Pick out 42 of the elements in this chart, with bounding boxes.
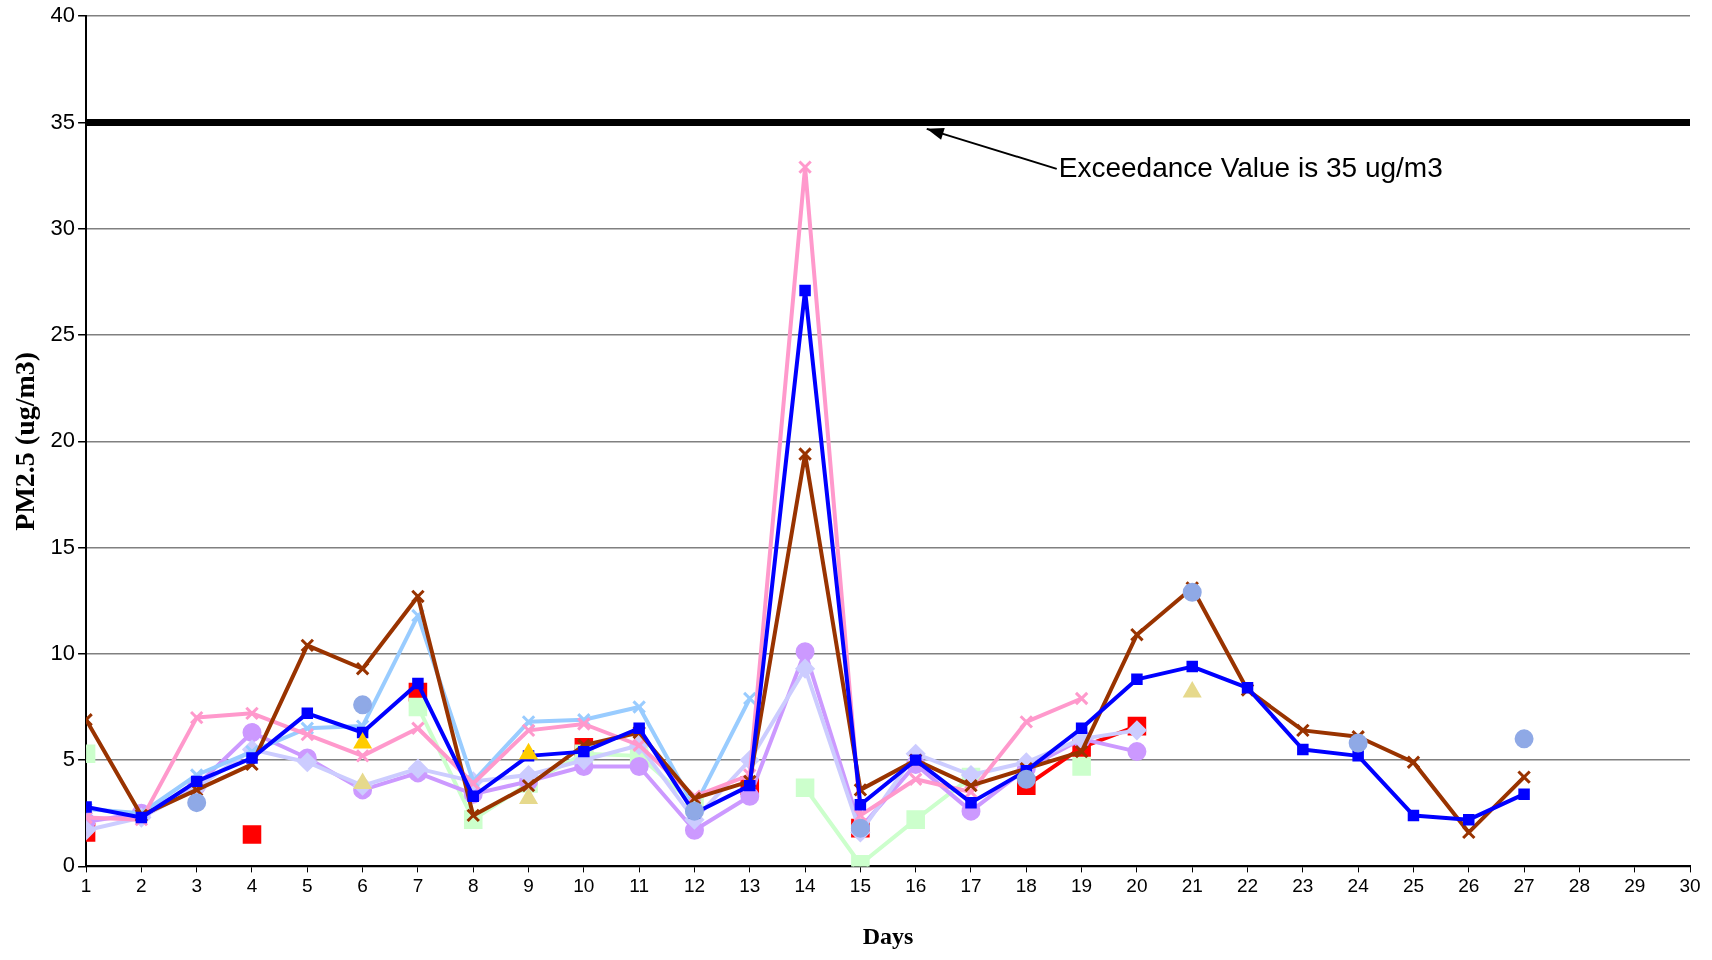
x-tick-label: 6 xyxy=(357,875,368,897)
y-axis-title: PM2.5 (ug/m3) xyxy=(9,351,41,531)
x-tick-label: 5 xyxy=(302,875,313,897)
x-tick-label: 9 xyxy=(523,875,534,897)
y-tick-label: 40 xyxy=(50,2,76,28)
x-tick-label: 16 xyxy=(905,875,927,897)
x-tick-label: 26 xyxy=(1458,875,1480,897)
x-tick-label: 4 xyxy=(246,875,258,897)
x-tick-label: 23 xyxy=(1292,875,1314,897)
x-tick-label: 30 xyxy=(1679,875,1701,897)
y-tick-label: 20 xyxy=(50,427,76,453)
x-tick-label: 7 xyxy=(412,875,424,897)
x-tick-label: 15 xyxy=(849,875,871,897)
x-tick-label: 28 xyxy=(1568,875,1590,897)
x-tick-label: 19 xyxy=(1071,875,1093,897)
y-tick-label: 5 xyxy=(62,746,76,772)
x-tick-label: 21 xyxy=(1181,875,1203,897)
y-tick-label: 35 xyxy=(50,108,76,134)
x-tick-label: 22 xyxy=(1236,875,1259,897)
x-tick-label: 17 xyxy=(960,875,982,897)
x-tick-label: 11 xyxy=(629,875,650,897)
x-tick-label: 12 xyxy=(683,875,706,897)
x-tick-label: 2 xyxy=(136,875,147,897)
x-tick-label: 25 xyxy=(1402,875,1425,897)
x-axis-title: Days xyxy=(862,922,914,949)
y-tick-label: 15 xyxy=(50,533,76,559)
x-tick-label: 24 xyxy=(1347,875,1370,897)
x-tick-label: 29 xyxy=(1624,875,1646,897)
annotation: Exceedance Value is 35 ug/m3 xyxy=(1058,151,1443,183)
x-tick-label: 13 xyxy=(739,875,761,897)
y-tick-label: 0 xyxy=(62,852,76,878)
x-tick-label: 27 xyxy=(1513,875,1535,897)
y-tick-label: 25 xyxy=(50,321,76,347)
x-tick-label: 20 xyxy=(1126,875,1148,897)
x-tick-label: 18 xyxy=(1015,875,1037,897)
y-tick-label: 10 xyxy=(50,639,76,665)
x-tick-label: 1 xyxy=(80,875,92,897)
x-tick-label: 14 xyxy=(794,875,817,897)
x-tick-label: 3 xyxy=(191,875,202,897)
x-tick-label: 8 xyxy=(467,875,479,897)
y-tick-label: 30 xyxy=(50,214,76,240)
x-tick-label: 10 xyxy=(573,875,595,897)
